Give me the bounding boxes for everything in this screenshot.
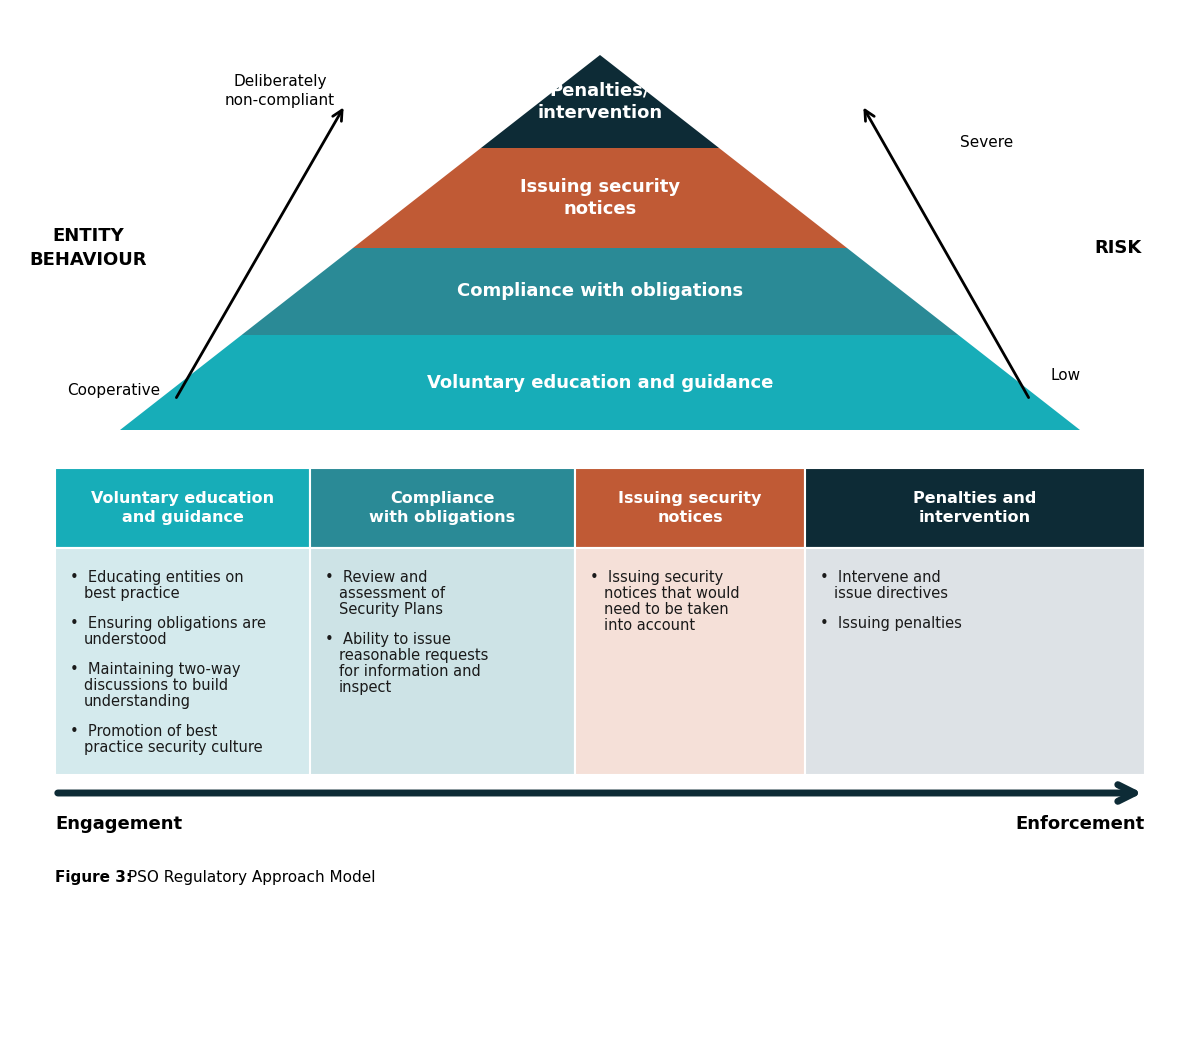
Text: issue directives: issue directives xyxy=(834,586,948,601)
Text: PSO Regulatory Approach Model: PSO Regulatory Approach Model xyxy=(124,870,376,885)
Text: Compliance
with obligations: Compliance with obligations xyxy=(370,491,516,525)
Bar xyxy=(805,469,1145,548)
Text: Penalties/
intervention: Penalties/ intervention xyxy=(538,81,662,122)
Text: Penalties and
intervention: Penalties and intervention xyxy=(913,491,1037,525)
Text: ENTITY
BEHAVIOUR: ENTITY BEHAVIOUR xyxy=(29,227,146,269)
Bar xyxy=(310,469,575,548)
Text: Issuing security
notices: Issuing security notices xyxy=(520,177,680,218)
Polygon shape xyxy=(120,335,1080,430)
Text: understanding: understanding xyxy=(84,694,191,709)
Text: Voluntary education
and guidance: Voluntary education and guidance xyxy=(91,491,274,525)
Text: Security Plans: Security Plans xyxy=(340,602,443,617)
Text: inspect: inspect xyxy=(340,681,392,695)
Polygon shape xyxy=(353,148,847,248)
Text: •  Ability to issue: • Ability to issue xyxy=(325,632,451,647)
Bar xyxy=(310,548,575,775)
Text: reasonable requests: reasonable requests xyxy=(340,648,488,662)
Bar xyxy=(55,469,310,548)
Text: Compliance with obligations: Compliance with obligations xyxy=(457,283,743,300)
Polygon shape xyxy=(481,55,719,148)
Text: need to be taken: need to be taken xyxy=(604,602,728,617)
Text: •  Ensuring obligations are: • Ensuring obligations are xyxy=(70,616,266,631)
Text: practice security culture: practice security culture xyxy=(84,740,263,755)
Bar xyxy=(575,548,805,775)
Text: Cooperative: Cooperative xyxy=(67,383,160,398)
Bar xyxy=(55,548,310,775)
Text: Voluntary education and guidance: Voluntary education and guidance xyxy=(427,373,773,391)
Text: •  Promotion of best: • Promotion of best xyxy=(70,724,217,739)
Polygon shape xyxy=(241,248,959,335)
Text: •  Intervene and: • Intervene and xyxy=(820,570,941,585)
Text: for information and: for information and xyxy=(340,664,481,679)
Text: notices that would: notices that would xyxy=(604,586,739,601)
Text: into account: into account xyxy=(604,618,695,633)
Text: understood: understood xyxy=(84,632,168,647)
Text: Issuing security
notices: Issuing security notices xyxy=(618,491,762,525)
Text: Figure 3:: Figure 3: xyxy=(55,870,132,885)
Text: Severe: Severe xyxy=(960,135,1013,151)
Text: •  Maintaining two-way: • Maintaining two-way xyxy=(70,662,240,677)
Text: best practice: best practice xyxy=(84,586,180,601)
Bar xyxy=(575,469,805,548)
Text: •  Issuing penalties: • Issuing penalties xyxy=(820,616,962,631)
Text: Engagement: Engagement xyxy=(55,815,182,833)
Text: RISK: RISK xyxy=(1094,238,1141,257)
Text: •  Issuing security: • Issuing security xyxy=(590,570,724,585)
Bar xyxy=(805,548,1145,775)
Text: Low: Low xyxy=(1050,368,1080,383)
Text: •  Review and: • Review and xyxy=(325,570,427,585)
Text: Enforcement: Enforcement xyxy=(1015,815,1145,833)
Text: discussions to build: discussions to build xyxy=(84,678,228,693)
Text: Deliberately
non-compliant: Deliberately non-compliant xyxy=(224,74,335,108)
Text: assessment of: assessment of xyxy=(340,586,445,601)
Text: •  Educating entities on: • Educating entities on xyxy=(70,570,244,585)
